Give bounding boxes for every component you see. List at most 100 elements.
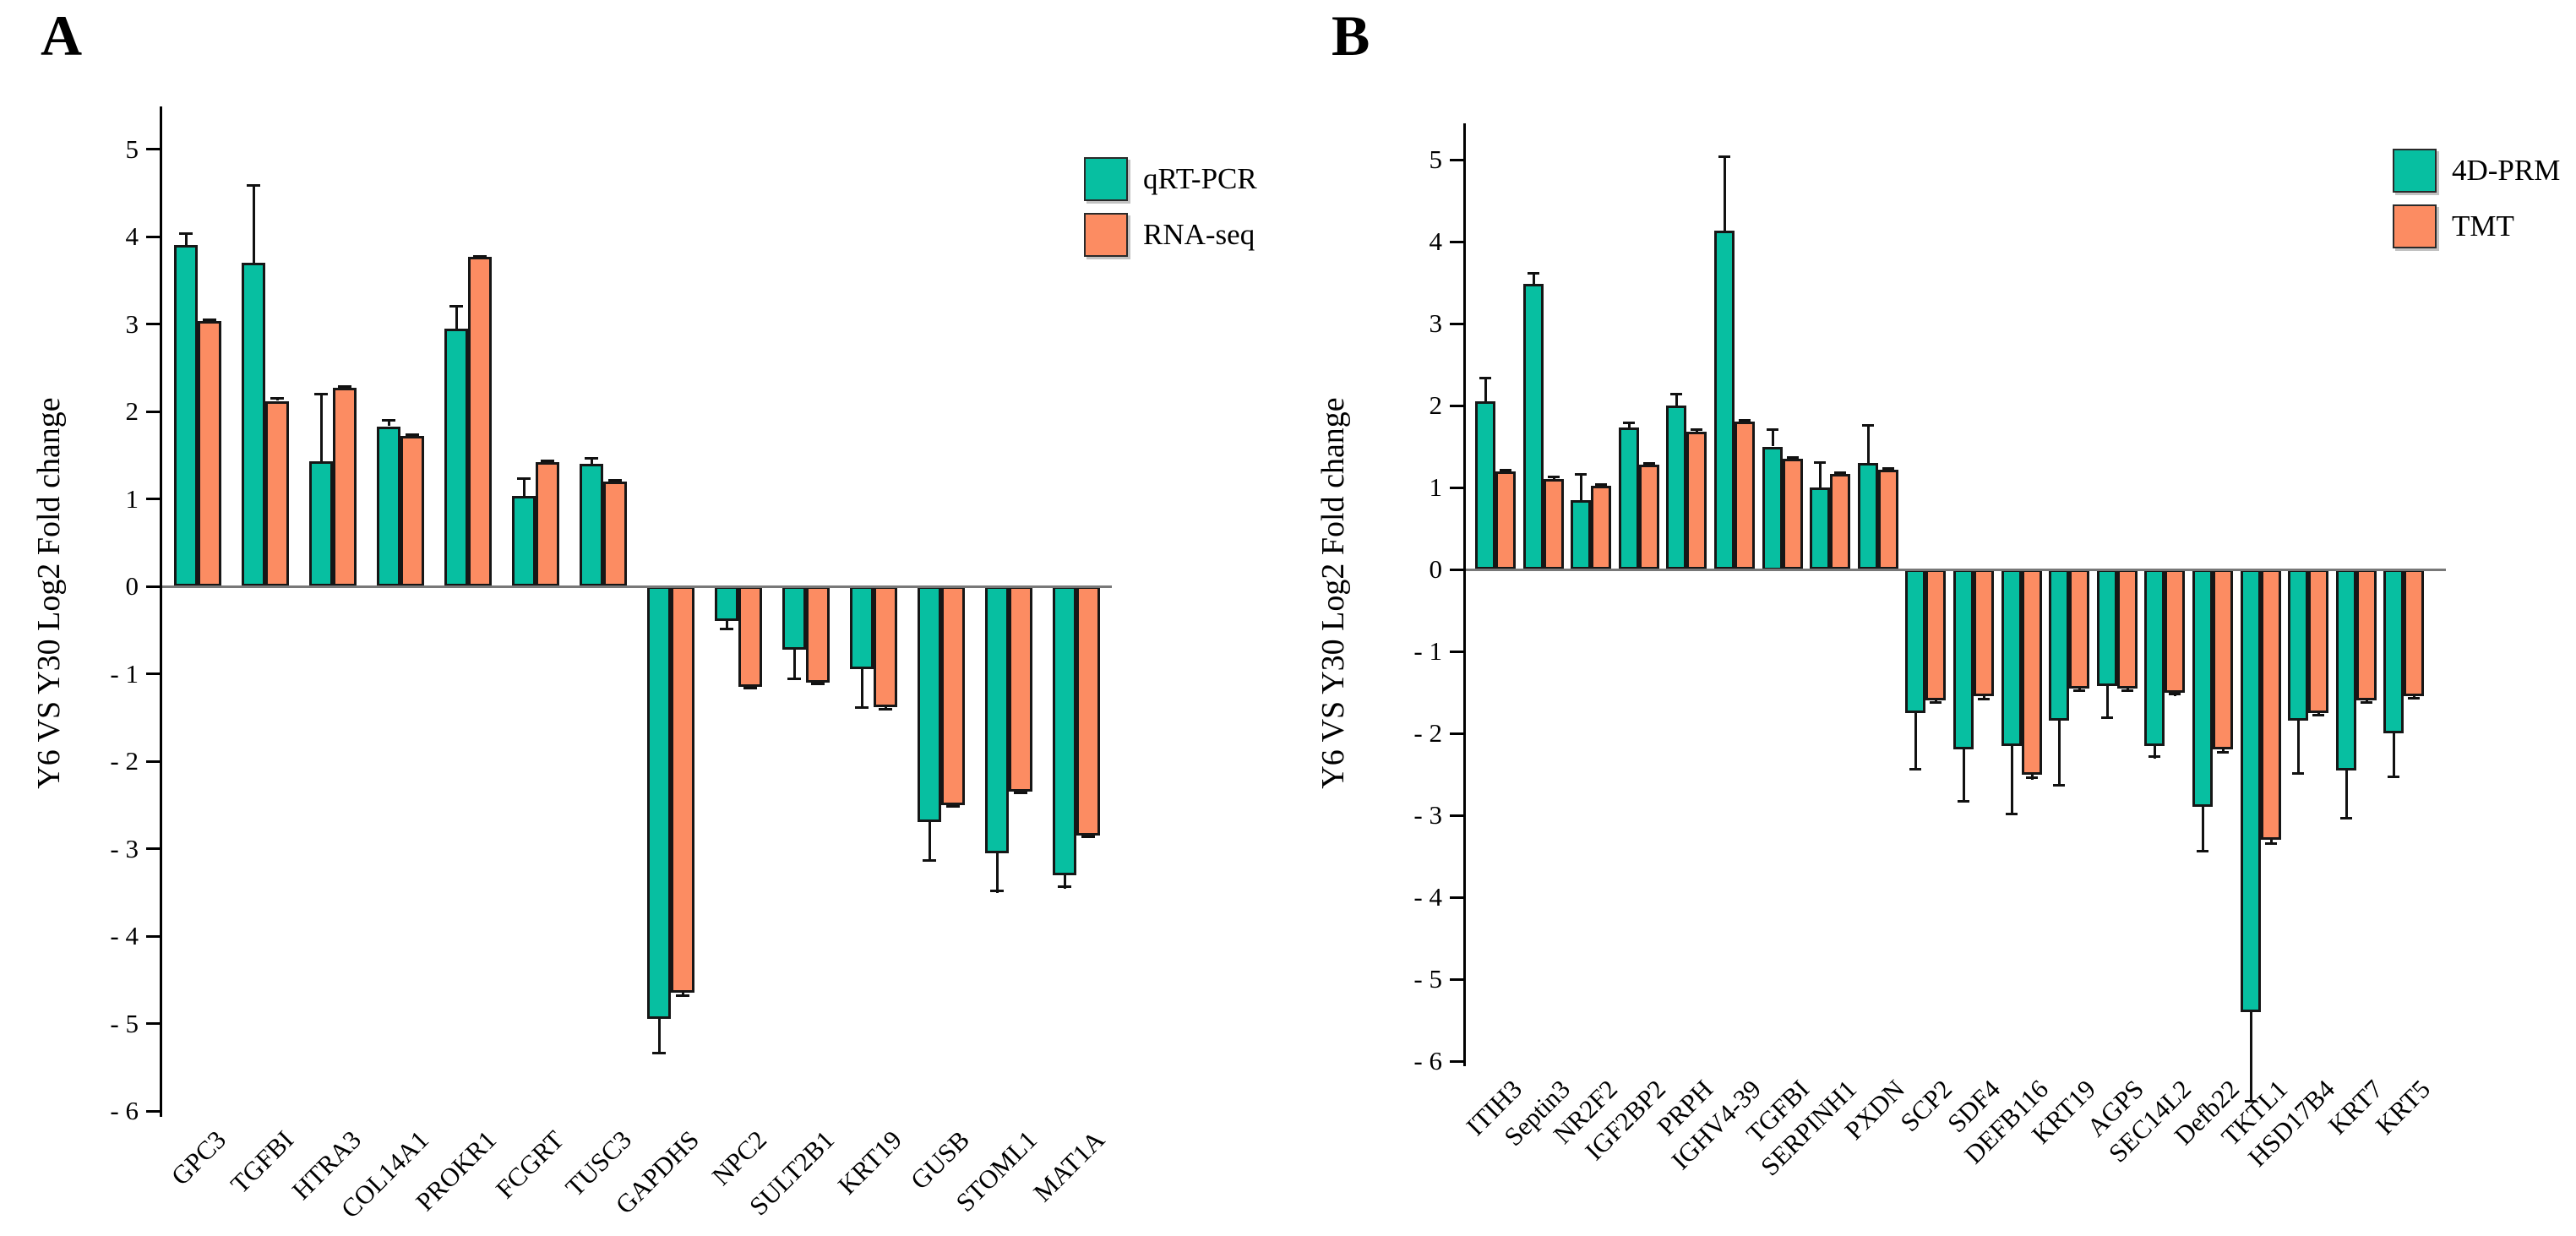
error-bar-cap [1909,768,1921,770]
error-bar [2202,807,2204,852]
y-tick-label: - 4 [110,921,139,950]
bar-4D-PRM-IGHV4-39 [1714,231,1735,569]
error-bar-cap [1548,476,1560,478]
x-axis-label-KRT7: KRT7 [2322,1074,2389,1141]
error-bar [388,419,390,426]
y-tick-label: 1 [125,484,139,514]
y-tick-label: - 2 [110,746,139,776]
error-bar [726,621,728,629]
error-bar-cap [2312,714,2324,716]
error-bar-cap [2340,817,2352,819]
y-tick-label: - 2 [1413,718,1442,748]
error-bar [2297,721,2300,774]
bar-TMT-ITIH3 [1495,471,1516,569]
y-tick-mark [1450,405,1463,407]
legend-entry: RNA-seq [1084,213,1257,257]
error-bar [2058,721,2061,787]
error-bar-cap [2265,842,2277,845]
error-bar-cap [2217,751,2229,754]
error-bar-cap [1528,272,1539,275]
bar-RNA-seq-GAPDHS [671,586,694,993]
error-bar [2011,746,2013,815]
error-bar [1064,875,1066,889]
error-bar-cap [2101,716,2113,719]
y-axis-line [160,106,162,1117]
y-tick-label: 3 [1429,308,1443,338]
error-bar [1580,473,1582,500]
error-bar-cap [652,1052,666,1054]
bar-TMT-SEC14L2 [2165,569,2185,693]
error-bar [1724,155,1726,231]
bar-4D-PRM-ITIH3 [1475,401,1495,569]
error-bar-cap [585,457,598,460]
bar-RNA-seq-PROKR1 [468,257,492,586]
error-bar [2345,770,2348,819]
legend-swatch-qrt-pcr [1084,157,1128,201]
bar-qRT-PCR-GPC3 [174,245,198,586]
bar-4D-PRM-KRT5 [2383,569,2404,733]
legend-label: TMT [2452,210,2514,242]
bar-qRT-PCR-STOML1 [985,586,1009,853]
y-tick-label: 2 [125,396,139,426]
y-tick-mark [1450,732,1463,735]
legend-label: 4D-PRM [2452,154,2561,187]
bar-4D-PRM-PRPH [1666,406,1686,569]
y-tick-label: 1 [1429,472,1443,502]
bar-RNA-seq-GUSB [941,586,965,805]
bar-4D-PRM-TGFBI [1762,447,1783,570]
y-tick-label: - 6 [1413,1046,1442,1075]
y-tick-label: 0 [1429,554,1443,584]
y-tick-label: 2 [1429,390,1443,420]
y-tick-label: - 4 [1413,882,1442,912]
error-bar-cap [1767,428,1778,431]
error-bar-cap [449,305,463,308]
error-bar-cap [2292,772,2304,775]
error-bar-cap [2197,850,2208,852]
error-bar [1914,713,1917,770]
error-bar-cap [1787,456,1799,459]
bar-4D-PRM-Septin3 [1523,284,1544,569]
y-tick-label: - 5 [110,1009,139,1038]
error-bar [2106,686,2109,719]
bar-4D-PRM-IGF2BP2 [1619,427,1639,569]
bar-4D-PRM-SCP2 [1905,569,1925,713]
bar-4D-PRM-AGPS [2097,569,2117,686]
error-bar-cap [203,319,216,321]
error-bar-cap [2388,776,2399,778]
bar-TMT-Defb22 [2213,569,2233,749]
bar-4D-PRM-PXDN [1858,463,1878,569]
y-tick-mark [146,935,160,938]
y-tick-mark [1450,651,1463,653]
y-tick-mark [146,760,160,763]
error-bar [2393,733,2395,778]
bar-RNA-seq-TGFBI [265,401,289,586]
error-bar-cap [338,385,351,388]
legend-label: RNA-seq [1143,218,1255,251]
bar-TMT-SDF4 [1974,569,1994,696]
legend-swatch-4d-prm [2393,149,2437,193]
y-tick-mark [146,672,160,675]
error-bar [658,1019,661,1054]
legend-swatch-rna-seq [1084,213,1128,257]
bar-RNA-seq-TUSC3 [603,482,627,586]
error-bar [185,232,188,246]
y-tick-label: 0 [125,571,139,601]
bar-qRT-PCR-TGFBI [242,263,265,586]
error-bar-cap [541,460,554,462]
bar-RNA-seq-SULT2B1 [806,586,830,683]
error-bar-cap [1958,800,1969,803]
error-bar-cap [1500,469,1511,471]
error-bar-cap [1834,471,1846,474]
error-bar-cap [855,706,869,709]
bar-TMT-TKTL1 [2261,569,2281,840]
error-bar-cap [2148,755,2160,758]
bar-TMT-TGFBI [1783,459,1803,569]
bar-4D-PRM-HSD17B4 [2288,569,2308,721]
bar-qRT-PCR-COL14A1 [377,427,400,586]
error-bar-cap [517,477,531,480]
bar-RNA-seq-KRT19 [874,586,897,707]
y-tick-mark [146,1110,160,1113]
error-bar [929,822,931,862]
